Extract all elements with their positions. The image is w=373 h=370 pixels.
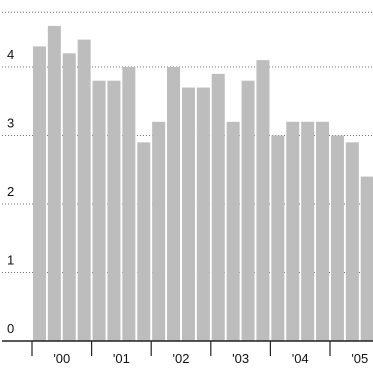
y-tick-label: 1: [7, 253, 14, 268]
bar: [301, 121, 315, 341]
y-tick-label: 0: [7, 321, 14, 336]
bar: [122, 67, 136, 341]
bar: [167, 67, 181, 341]
bar: [286, 121, 300, 341]
x-tick-label: '02: [173, 351, 190, 366]
bar: [226, 121, 240, 341]
bar: [316, 121, 330, 341]
bar: [47, 25, 61, 342]
axis-layer: [2, 340, 373, 356]
bar: [256, 60, 270, 342]
bar: [330, 135, 344, 341]
x-tick-label: '05: [351, 351, 368, 366]
y-tick-label: 3: [7, 116, 14, 131]
bar: [107, 80, 121, 341]
y-tick-label: 2: [7, 184, 14, 199]
x-tick-label: '00: [53, 351, 70, 366]
bar: [62, 53, 76, 342]
x-tick-label: '04: [292, 351, 309, 366]
bar: [271, 135, 285, 341]
bar: [137, 142, 151, 341]
bar: [152, 121, 166, 341]
y-tick-label: 4: [7, 47, 14, 62]
bar: [196, 87, 210, 341]
bar: [181, 87, 195, 341]
bar: [211, 73, 225, 341]
bar: [345, 142, 359, 341]
bar: [32, 46, 46, 341]
bar: [92, 80, 106, 341]
bars-layer: [32, 25, 373, 342]
bar: [241, 80, 255, 341]
x-tick-label: '03: [232, 351, 249, 366]
x-tick-label: '01: [113, 351, 130, 366]
bar: [360, 176, 373, 341]
labels-layer: 0 1 2 3 4 '00 '01 '02 '03 '04 '05: [7, 47, 368, 366]
bar: [77, 39, 91, 341]
